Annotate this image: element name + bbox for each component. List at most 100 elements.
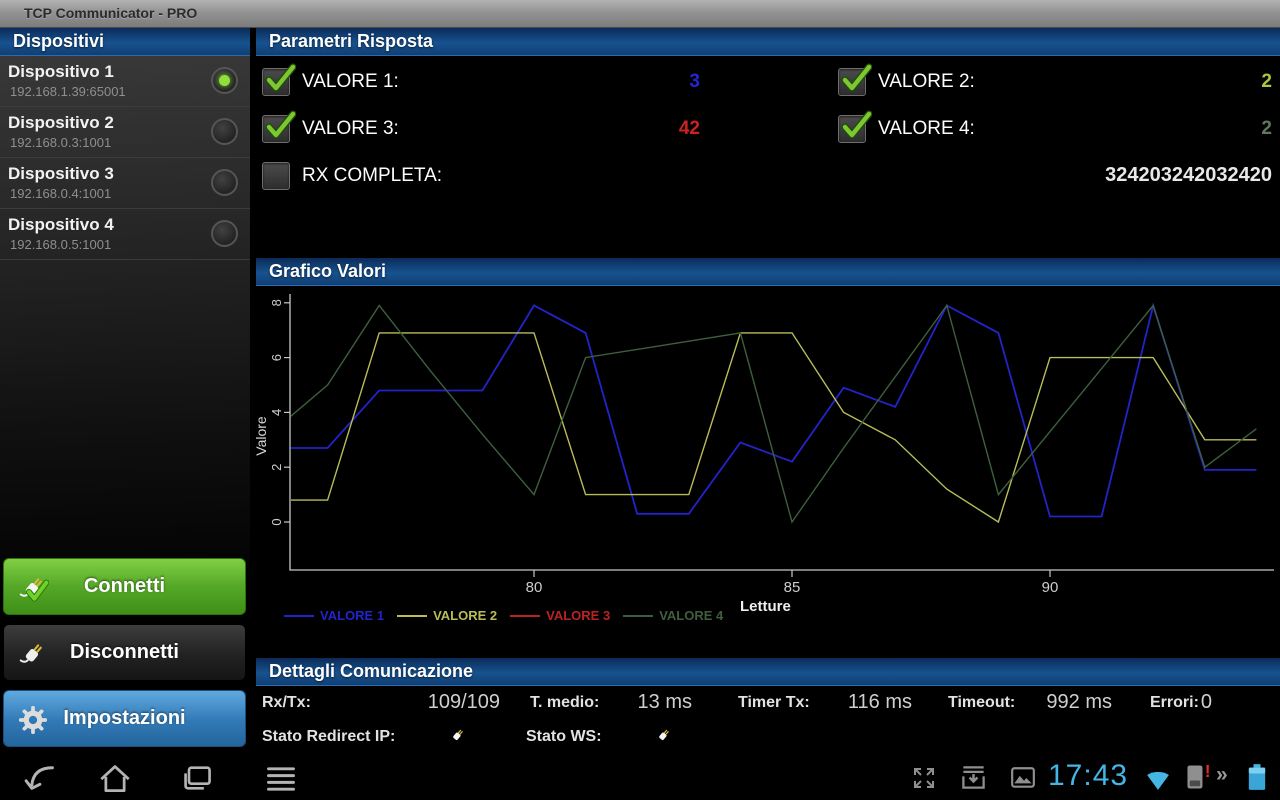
recents-button[interactable] bbox=[178, 762, 216, 799]
svg-text:!: ! bbox=[1205, 763, 1211, 781]
device-radio[interactable] bbox=[211, 118, 238, 145]
stat-label: Errori: bbox=[1150, 694, 1199, 711]
gallery-icon bbox=[1010, 766, 1036, 795]
svg-text:80: 80 bbox=[526, 579, 543, 596]
param-label: RX COMPLETA: bbox=[302, 164, 443, 186]
device-row[interactable]: Dispositivo 4 192.168.0.5:1001 bbox=[0, 209, 250, 260]
plug-icon bbox=[654, 726, 673, 750]
chevrons-more-icon: » bbox=[1216, 763, 1228, 786]
disconnect-button[interactable]: Disconnetti bbox=[3, 624, 246, 681]
settings-button-label: Impostazioni bbox=[63, 707, 186, 729]
check-icon bbox=[841, 63, 872, 91]
svg-text:90: 90 bbox=[1042, 579, 1059, 596]
param-valore-4: VALORE 4: 2 bbox=[768, 105, 1280, 152]
rx-completa-value-cell: 324203242032420 bbox=[768, 152, 1280, 199]
stat-value: 0 bbox=[1200, 691, 1212, 713]
stat-value: 116 ms bbox=[847, 691, 912, 713]
param-valore-1: VALORE 1: 3 bbox=[256, 58, 768, 105]
legend-item: VALORE 3 bbox=[510, 608, 610, 623]
legend-label: VALORE 2 bbox=[433, 608, 498, 623]
device-name: Dispositivo 3 bbox=[8, 164, 114, 183]
devices-panel-header: Dispositivi bbox=[0, 28, 250, 56]
plug-icon bbox=[19, 644, 42, 663]
stat-label: Rx/Tx: bbox=[262, 694, 311, 711]
device-row[interactable]: Dispositivo 1 192.168.1.39:65001 bbox=[0, 56, 250, 107]
app-title-bar: TCP Communicator - PRO bbox=[0, 0, 1280, 28]
chart-panel-header: Grafico Valori bbox=[256, 258, 1280, 286]
home-button[interactable] bbox=[96, 762, 134, 799]
back-button[interactable] bbox=[22, 762, 60, 799]
alert-device-icon: ! bbox=[1184, 761, 1214, 796]
chart-block: 0 2 4 6 8 80 85 90 Valore VALORE 1 VALORE 2 VALORE… bbox=[256, 286, 1280, 630]
checkbox[interactable] bbox=[262, 110, 296, 143]
main-content: Parametri Risposta VALORE 1: 3 bbox=[256, 28, 1280, 755]
svg-text:8: 8 bbox=[269, 299, 284, 306]
device-radio[interactable] bbox=[211, 67, 238, 94]
param-value: 3 bbox=[689, 70, 700, 92]
stat-label: Timeout: bbox=[948, 694, 1016, 711]
legend-item: VALORE 2 bbox=[397, 608, 497, 623]
tray-download-icon bbox=[960, 764, 987, 796]
checkbox[interactable] bbox=[262, 63, 296, 96]
legend-label: VALORE 3 bbox=[546, 608, 611, 623]
legend-line-sample bbox=[623, 614, 654, 617]
fullscreen-icon bbox=[912, 766, 936, 795]
menu-button[interactable] bbox=[262, 762, 300, 800]
checkbox[interactable] bbox=[262, 161, 290, 190]
status-label: Stato WS: bbox=[526, 728, 602, 745]
legend-line-sample bbox=[397, 614, 428, 617]
device-row[interactable]: Dispositivo 3 192.168.0.4:1001 bbox=[0, 158, 250, 209]
device-name: Dispositivo 4 bbox=[8, 215, 114, 234]
device-row[interactable]: Dispositivo 2 192.168.0.3:1001 bbox=[0, 107, 250, 158]
rx-completa-value: 324203242032420 bbox=[1105, 164, 1272, 186]
stat-value: 992 ms bbox=[1046, 691, 1112, 713]
params-panel-header: Parametri Risposta bbox=[256, 28, 1280, 56]
params-grid: VALORE 1: 3 VALORE 2: 2 bbox=[256, 58, 1280, 199]
legend-item: VALORE 4 bbox=[623, 608, 723, 623]
param-value: 2 bbox=[1261, 70, 1272, 92]
param-label: VALORE 3: bbox=[302, 117, 399, 139]
param-valore-3: VALORE 3: 42 bbox=[256, 105, 768, 152]
device-list: Dispositivo 1 192.168.1.39:65001 Disposi… bbox=[0, 56, 250, 260]
device-name: Dispositivo 2 bbox=[8, 113, 114, 132]
device-radio[interactable] bbox=[211, 220, 238, 247]
chart-legend: VALORE 1 VALORE 2 VALORE 3 VALORE 4 bbox=[284, 608, 736, 623]
checkbox[interactable] bbox=[838, 63, 872, 96]
legend-label: VALORE 4 bbox=[659, 608, 724, 623]
legend-line-sample bbox=[284, 614, 314, 617]
chart-legend-row: VALORE 1 VALORE 2 VALORE 3 VALORE 4 Letture bbox=[256, 598, 1280, 630]
clock[interactable]: 17:43 bbox=[1048, 759, 1129, 792]
device-radio[interactable] bbox=[211, 169, 238, 196]
svg-text:85: 85 bbox=[784, 579, 801, 596]
battery-icon bbox=[1246, 763, 1268, 796]
check-icon bbox=[841, 110, 872, 138]
settings-button[interactable]: Impostazioni bbox=[3, 690, 246, 747]
param-value: 42 bbox=[678, 117, 700, 139]
status-label: Stato Redirect IP: bbox=[262, 728, 396, 745]
device-address: 192.168.0.5:1001 bbox=[10, 237, 112, 252]
checkbox[interactable] bbox=[838, 110, 872, 143]
plug-check-icon bbox=[19, 578, 49, 602]
svg-text:6: 6 bbox=[269, 354, 284, 361]
device-address: 192.168.1.39:65001 bbox=[10, 84, 126, 99]
details-panel-header: Dettagli Comunicazione bbox=[256, 658, 1280, 686]
line-chart: 0 2 4 6 8 80 85 90 Valore bbox=[256, 294, 1274, 596]
devices-sidebar: Dispositivi Dispositivo 1 192.168.1.39:6… bbox=[0, 28, 250, 755]
system-nav-bar: 17:43 ! » bbox=[0, 755, 1280, 800]
disconnect-button-label: Disconnetti bbox=[70, 641, 179, 663]
device-address: 192.168.0.3:1001 bbox=[10, 135, 112, 150]
svg-text:4: 4 bbox=[269, 409, 284, 416]
stat-value: 109/109 bbox=[427, 691, 500, 713]
svg-text:2: 2 bbox=[269, 464, 284, 471]
plug-icon bbox=[448, 726, 467, 750]
check-icon bbox=[265, 110, 296, 138]
param-rx-completa: RX COMPLETA: bbox=[256, 152, 768, 199]
app-title: TCP Communicator - PRO bbox=[24, 5, 198, 21]
wifi-icon bbox=[1144, 767, 1172, 796]
connect-button[interactable]: Connetti bbox=[3, 558, 246, 615]
check-icon bbox=[265, 63, 296, 91]
param-label: VALORE 4: bbox=[878, 117, 975, 139]
stat-label: Timer Tx: bbox=[738, 694, 810, 711]
legend-line-sample bbox=[510, 614, 541, 617]
connect-button-label: Connetti bbox=[83, 575, 166, 597]
